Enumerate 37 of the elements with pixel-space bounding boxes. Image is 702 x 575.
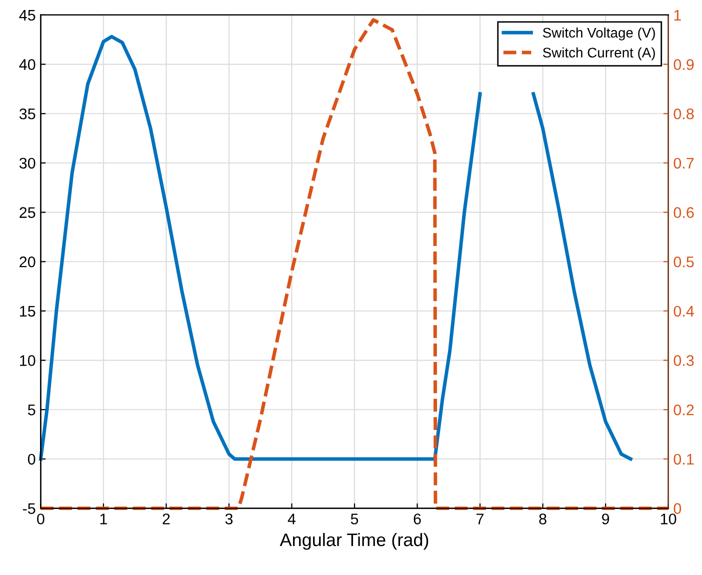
legend-label: Switch Voltage (V) [542, 27, 655, 40]
y-tick-label: 10 [20, 355, 36, 366]
x-tick-label: 0 [37, 514, 44, 524]
x-axis-title: Angular Time (rad) [280, 532, 428, 550]
x-tick-label: 2 [162, 514, 170, 524]
y2-tick-label: 0.2 [674, 404, 694, 416]
line-series [38, 18, 670, 510]
y2-tick-label: 0 [674, 503, 682, 514]
y2-tick-label: 0.1 [674, 454, 694, 465]
y-tick-label: 15 [20, 306, 36, 317]
y2-tick-label: 1 [674, 10, 681, 20]
y2-tick-label: 0.4 [674, 306, 694, 317]
y2-tick-label: 0.3 [674, 355, 694, 366]
x-tick-label: 9 [602, 514, 610, 524]
y-tick-label: 25 [20, 207, 36, 218]
x-tick-label: 10 [660, 514, 676, 524]
x-tick-label: 6 [414, 514, 421, 524]
y2-tick-label: 0.5 [674, 256, 694, 268]
y-tick-label: 0 [28, 454, 36, 465]
y-tick-label: 30 [19, 158, 36, 169]
y2-tick-label: 0.9 [674, 59, 694, 70]
legend-label: Switch Current (A) [542, 47, 655, 60]
y2-tick-label: 0.8 [674, 108, 694, 120]
x-tick-label: 8 [539, 514, 546, 524]
x-tick-label: 7 [476, 514, 484, 524]
y-tick-label: 20 [20, 256, 36, 268]
y-tick-label: 35 [19, 108, 36, 120]
y2-tick-label: 0.7 [674, 158, 694, 169]
y-tick-label: 5 [28, 404, 36, 416]
y-tick-label: -5 [22, 503, 36, 514]
x-tick-label: 1 [100, 514, 107, 524]
x-tick-label: 5 [350, 514, 358, 524]
y2-tick-label: 0.6 [674, 207, 694, 218]
y-tick-label: 45 [19, 10, 36, 21]
x-tick-label: 4 [288, 514, 296, 524]
x-tick-label: 3 [225, 514, 233, 524]
y-tick-label: 40 [19, 59, 36, 70]
